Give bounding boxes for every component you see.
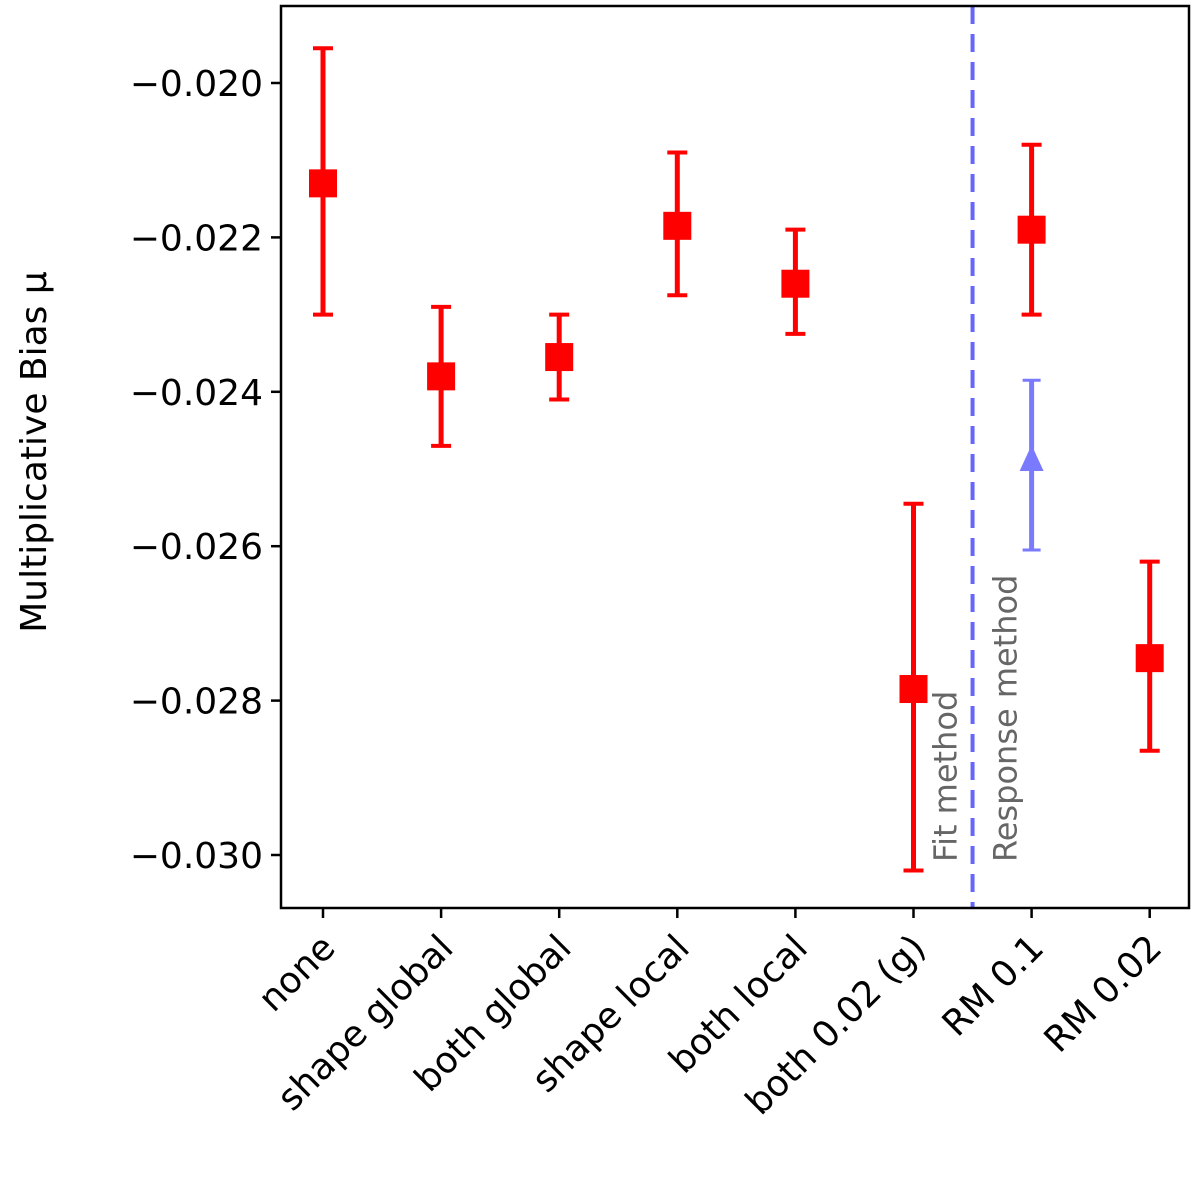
data-point [1135, 644, 1164, 673]
data-point [899, 675, 928, 704]
data-point [1017, 215, 1046, 244]
x-tick-label: none [251, 927, 343, 1019]
data-point [309, 169, 337, 198]
y-axis: −0.020 −0.022 −0.024 −0.026 −0.028 −0.030 [130, 64, 281, 877]
y-tick-label: −0.024 [130, 373, 263, 414]
y-axis-label: Multiplicative Bias μ [14, 271, 55, 633]
y-tick-label: −0.026 [130, 527, 263, 568]
data-point [427, 362, 456, 391]
fit-method-label: Fit method [927, 691, 965, 862]
data-point [545, 343, 574, 372]
x-tick-label: RM 0.1 [935, 927, 1052, 1044]
y-tick-label: −0.022 [130, 218, 263, 259]
plot-frame [279, 4, 1191, 910]
y-tick-label: −0.020 [130, 64, 263, 105]
response-method-label: Response method [987, 575, 1025, 862]
data-point [781, 269, 810, 298]
x-tick-label: RM 0.02 [1037, 927, 1170, 1060]
data-point [663, 211, 692, 240]
arrow-head [1019, 445, 1044, 471]
plot-layer: Fit method Response method [309, 6, 1164, 908]
y-tick-label: −0.028 [130, 682, 263, 723]
y-tick-label: −0.030 [130, 836, 263, 877]
